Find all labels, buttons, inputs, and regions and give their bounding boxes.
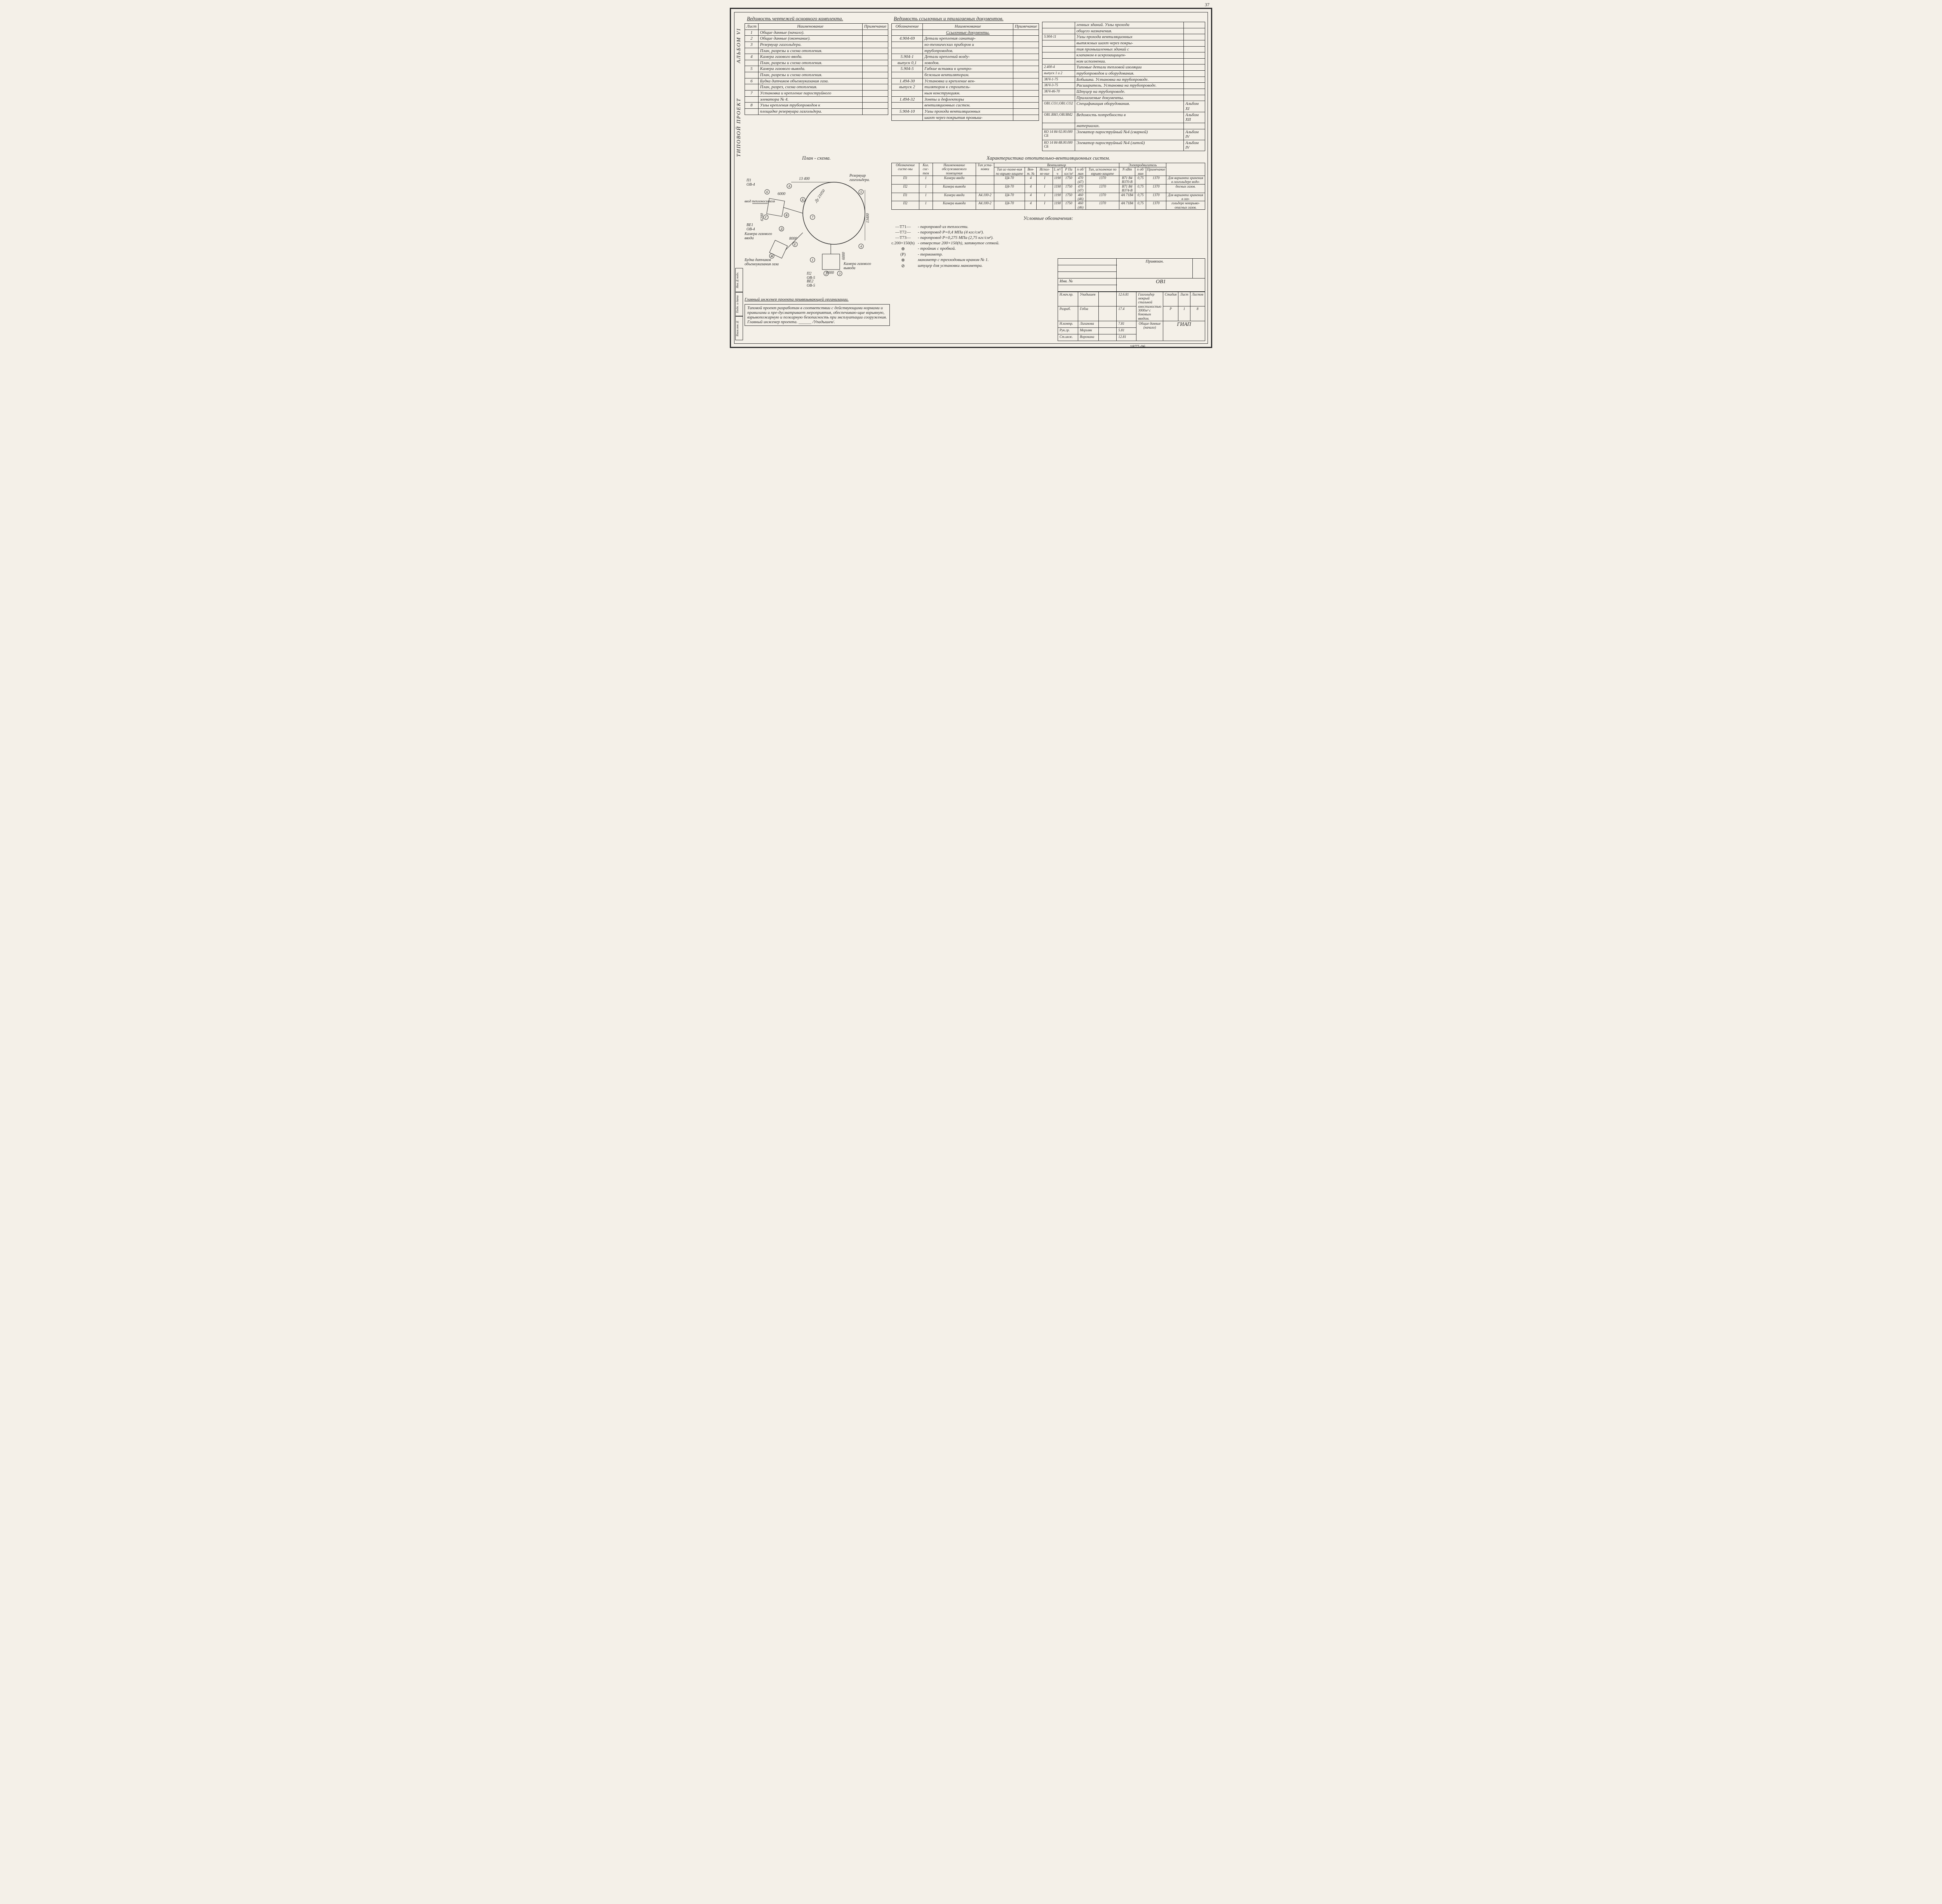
legend-heading: Условные обозначения: <box>891 215 1205 221</box>
document-number: 1877-06 <box>1130 344 1145 350</box>
drawings-list-table: Лист Наименование Примечание 1Общие данн… <box>745 23 888 115</box>
chief-engineer-line: Главный инженер проекта привязывающей ор… <box>745 297 888 302</box>
t2-heading: Ведомость ссылочных и прилагаемых докуме… <box>894 16 1039 22</box>
ref-docs-table-b: ленных зданий. Узлы проходаобщего назнач… <box>1042 22 1205 151</box>
page-number: 37 <box>1205 2 1209 8</box>
svg-text:Е: Е <box>794 243 796 246</box>
t1-heading: Ведомость чертежей основного комплекта. <box>747 16 888 22</box>
notes-box: Типовой проект разработан в соответствии… <box>745 304 890 326</box>
char-heading: Характеристика отопительно-вентиляционны… <box>891 155 1205 161</box>
side-project: ТИПОВОЙ ПРОЕКТ <box>736 98 742 157</box>
svg-text:6: 6 <box>766 190 768 194</box>
svg-text:Д: Д <box>780 227 783 231</box>
ref-docs-table-a: Обозначение Наименование Примечание Ссыл… <box>891 23 1039 121</box>
svg-text:7: 7 <box>812 216 814 219</box>
svg-text:4: 4 <box>860 245 862 248</box>
svg-text:Б: Б <box>802 198 804 202</box>
svg-text:А: А <box>788 184 790 188</box>
characteristics-table: Обозначение систе-мыКол. сис-темНаименов… <box>891 163 1205 210</box>
title-block: Привязан. Инв. №ОВ1 Н.нач.пр.Упадышев12.… <box>1058 258 1205 341</box>
svg-text:5: 5 <box>860 190 862 194</box>
svg-text:Г: Г <box>765 216 767 219</box>
svg-text:В: В <box>786 214 788 217</box>
plan-schematic: АБВГДЕЖ1234567 П1 ОВ-4 ВЕ1 ОВ-4 13 400 6… <box>745 163 888 287</box>
side-stamp-boxes: Инв.№подл. Подп. и дата Взам.инв.№ <box>735 268 743 340</box>
plan-heading: План - схема. <box>745 155 888 161</box>
svg-text:Ж: Ж <box>770 254 773 258</box>
svg-text:3: 3 <box>839 272 840 275</box>
side-album: АЛЬБОМ VI <box>736 28 742 63</box>
svg-text:1: 1 <box>812 258 813 262</box>
